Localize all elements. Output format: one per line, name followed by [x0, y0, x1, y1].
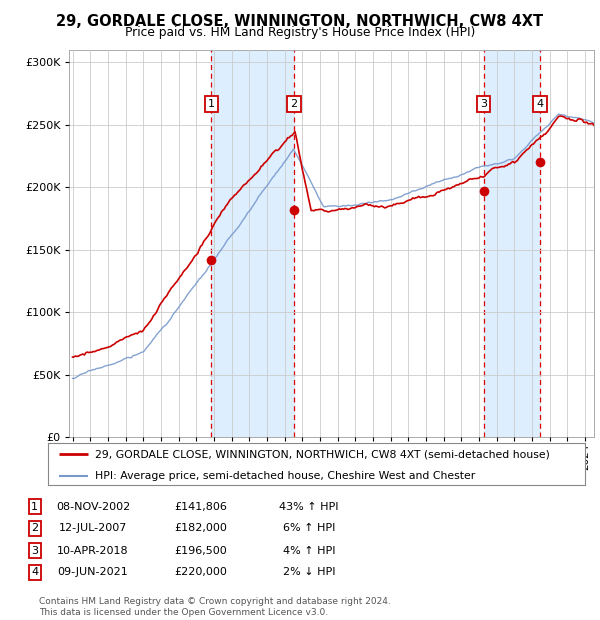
- Text: 6% ↑ HPI: 6% ↑ HPI: [283, 523, 335, 533]
- Text: 3: 3: [481, 99, 487, 109]
- Text: 1: 1: [31, 502, 38, 512]
- Text: 4% ↑ HPI: 4% ↑ HPI: [283, 546, 335, 556]
- Text: £141,806: £141,806: [175, 502, 227, 512]
- Text: Price paid vs. HM Land Registry's House Price Index (HPI): Price paid vs. HM Land Registry's House …: [125, 26, 475, 39]
- Text: 1: 1: [208, 99, 215, 109]
- Text: 3: 3: [31, 546, 38, 556]
- Text: 2: 2: [290, 99, 298, 109]
- Text: £182,000: £182,000: [175, 523, 227, 533]
- Text: 08-NOV-2002: 08-NOV-2002: [56, 502, 130, 512]
- Bar: [211, 50, 294, 437]
- Text: 10-APR-2018: 10-APR-2018: [57, 546, 129, 556]
- Text: 12-JUL-2007: 12-JUL-2007: [59, 523, 127, 533]
- Text: 2: 2: [31, 523, 38, 533]
- Text: 2% ↓ HPI: 2% ↓ HPI: [283, 567, 335, 577]
- Text: 09-JUN-2021: 09-JUN-2021: [58, 567, 128, 577]
- Text: Contains HM Land Registry data © Crown copyright and database right 2024.
This d: Contains HM Land Registry data © Crown c…: [39, 598, 391, 617]
- Text: 29, GORDALE CLOSE, WINNINGTON, NORTHWICH, CW8 4XT: 29, GORDALE CLOSE, WINNINGTON, NORTHWICH…: [56, 14, 544, 29]
- Text: 4: 4: [31, 567, 38, 577]
- Text: HPI: Average price, semi-detached house, Cheshire West and Chester: HPI: Average price, semi-detached house,…: [95, 471, 476, 480]
- Text: £220,000: £220,000: [175, 567, 227, 577]
- Text: 29, GORDALE CLOSE, WINNINGTON, NORTHWICH, CW8 4XT (semi-detached house): 29, GORDALE CLOSE, WINNINGTON, NORTHWICH…: [95, 449, 550, 459]
- Text: 43% ↑ HPI: 43% ↑ HPI: [279, 502, 339, 512]
- Bar: [484, 50, 540, 437]
- Text: 4: 4: [536, 99, 544, 109]
- Text: £196,500: £196,500: [175, 546, 227, 556]
